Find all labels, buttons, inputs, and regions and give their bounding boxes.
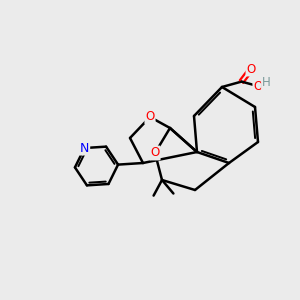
Text: O: O <box>146 110 154 124</box>
Text: N: N <box>80 142 89 154</box>
Text: O: O <box>247 62 256 76</box>
Text: O: O <box>254 80 262 93</box>
Text: O: O <box>150 146 160 160</box>
Text: H: H <box>262 76 271 89</box>
